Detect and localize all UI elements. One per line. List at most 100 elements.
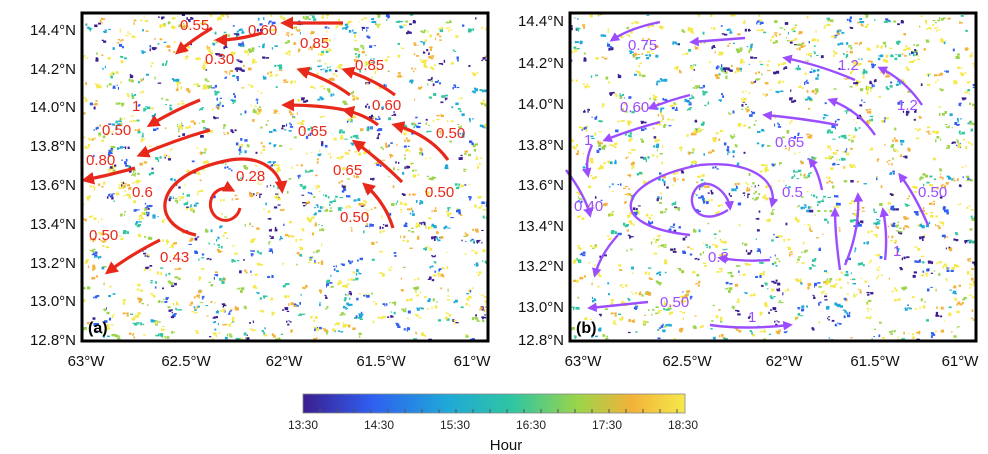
cloud-pixel — [911, 333, 915, 336]
cloud-pixel — [298, 253, 300, 256]
cloud-pixel — [740, 98, 743, 100]
cloud-pixel — [673, 106, 675, 109]
cloud-pixel — [892, 207, 895, 211]
cloud-pixel — [854, 213, 857, 216]
cloud-pixel — [271, 236, 274, 239]
cloud-pixel — [404, 154, 406, 156]
cloud-pixel — [577, 18, 579, 20]
cloud-pixel — [319, 228, 321, 232]
cloud-pixel — [270, 165, 273, 167]
cloud-pixel — [636, 57, 641, 59]
cloud-pixel — [648, 54, 651, 57]
cloud-pixel — [110, 194, 114, 198]
cloud-pixel — [922, 173, 926, 176]
cloud-pixel — [94, 251, 98, 254]
cloud-pixel — [205, 69, 208, 71]
cloud-pixel — [299, 253, 302, 257]
cloud-pixel — [404, 157, 406, 160]
cloud-pixel — [292, 235, 294, 238]
cloud-pixel — [321, 16, 324, 19]
cloud-pixel — [252, 110, 256, 113]
cloud-pixel — [810, 230, 813, 233]
cloud-pixel — [378, 133, 381, 136]
cloud-pixel — [465, 335, 469, 338]
cloud-pixel — [250, 194, 254, 198]
cloud-pixel — [909, 53, 911, 56]
cloud-pixel — [409, 149, 411, 153]
cloud-pixel — [302, 286, 305, 289]
cloud-pixel — [404, 139, 406, 143]
cloud-pixel — [95, 100, 98, 102]
cloud-pixel — [121, 103, 124, 107]
cloud-pixel — [419, 147, 422, 149]
cloud-pixel — [771, 239, 774, 242]
cloud-pixel — [942, 17, 946, 20]
cloud-pixel — [464, 232, 467, 235]
cloud-pixel — [751, 114, 753, 117]
cloud-pixel — [433, 236, 435, 239]
cloud-pixel — [377, 15, 380, 18]
cloud-pixel — [430, 55, 435, 57]
cloud-pixel — [381, 273, 384, 277]
cloud-pixel — [129, 75, 134, 79]
cloud-pixel — [603, 203, 607, 207]
cloud-pixel — [429, 177, 432, 180]
cloud-pixel — [382, 227, 384, 229]
cloud-pixel — [245, 271, 248, 274]
cloud-pixel — [241, 87, 245, 89]
cloud-pixel — [352, 271, 356, 274]
cloud-pixel — [430, 57, 434, 60]
cloud-pixel — [806, 209, 810, 213]
cloud-pixel — [100, 17, 103, 20]
cloud-pixel — [98, 183, 101, 186]
cloud-pixel — [490, 300, 493, 301]
cloud-pixel — [200, 189, 204, 192]
speed-label: 1 — [132, 98, 140, 115]
cloud-pixel — [737, 125, 741, 127]
cloud-pixel — [209, 14, 212, 16]
cloud-pixel — [793, 144, 795, 147]
cloud-pixel — [413, 287, 417, 289]
cloud-pixel — [164, 336, 166, 338]
cloud-pixel — [419, 59, 423, 61]
cloud-pixel — [376, 137, 379, 140]
cloud-pixel — [628, 174, 632, 177]
cloud-pixel — [110, 146, 112, 149]
cloud-pixel — [268, 250, 273, 252]
cloud-pixel — [274, 196, 278, 198]
cloud-pixel — [96, 330, 98, 333]
cloud-pixel — [628, 139, 632, 142]
cloud-pixel — [201, 253, 205, 256]
cloud-pixel — [707, 192, 710, 194]
cloud-pixel — [807, 136, 811, 139]
cloud-pixel — [160, 334, 163, 337]
cloud-pixel — [779, 162, 781, 166]
cloud-pixel — [722, 249, 724, 251]
cloud-pixel — [925, 19, 928, 23]
cloud-pixel — [179, 198, 181, 201]
cloud-pixel — [413, 53, 416, 56]
cloud-pixel — [168, 240, 170, 243]
cloud-pixel — [728, 151, 731, 153]
cloud-pixel — [718, 73, 721, 76]
cloud-pixel — [414, 123, 417, 127]
cloud-pixel — [215, 334, 217, 337]
cloud-pixel — [578, 197, 581, 199]
cloud-pixel — [165, 298, 168, 300]
cloud-pixel — [464, 253, 467, 255]
cloud-pixel — [131, 115, 134, 117]
cloud-pixel — [381, 159, 386, 161]
cloud-pixel — [353, 59, 356, 62]
cloud-pixel — [236, 59, 240, 61]
cloud-pixel — [126, 231, 130, 234]
cloud-pixel — [716, 168, 719, 170]
cloud-pixel — [942, 265, 944, 269]
cloud-pixel — [737, 182, 740, 185]
cloud-pixel — [232, 316, 235, 320]
cloud-pixel — [931, 187, 935, 189]
speed-label: 0.50 — [89, 227, 118, 244]
cloud-pixel — [935, 330, 937, 333]
cloud-pixel — [330, 94, 333, 97]
cloud-pixel — [730, 13, 733, 17]
cloud-pixel — [299, 247, 304, 251]
